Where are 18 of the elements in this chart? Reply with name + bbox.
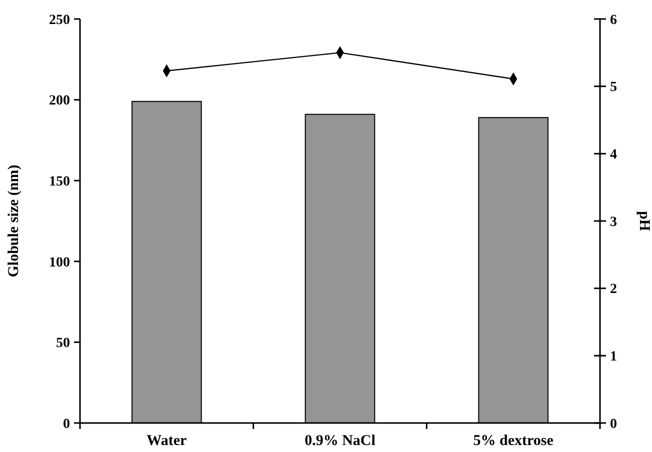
y2-tick-label: 1 [610,350,617,365]
y-tick-label: 200 [49,94,70,109]
y2-tick-label: 3 [610,214,617,230]
y2-axis-title: pH [636,210,652,232]
y2-tick-label: 6 [610,12,617,28]
y2-tick-label: 0 [610,416,617,432]
y-tick-label: 100 [49,255,70,270]
x-tick-label: 5% dextrose [473,433,554,449]
y2-tick-label: 4 [610,148,617,163]
x-tick-label: 0.9% NaCl [304,433,376,449]
x-tick-label: Water [146,433,187,449]
y2-tick-label: 5 [610,80,617,96]
y-tick-label: 150 [49,174,70,190]
y-axis-title: Globule size (nm) [6,164,22,278]
y2-tick-label: 2 [610,282,617,298]
y-tick-label: 250 [49,12,70,28]
y-tick-label: 0 [63,416,70,432]
y-tick-label: 50 [56,336,70,352]
